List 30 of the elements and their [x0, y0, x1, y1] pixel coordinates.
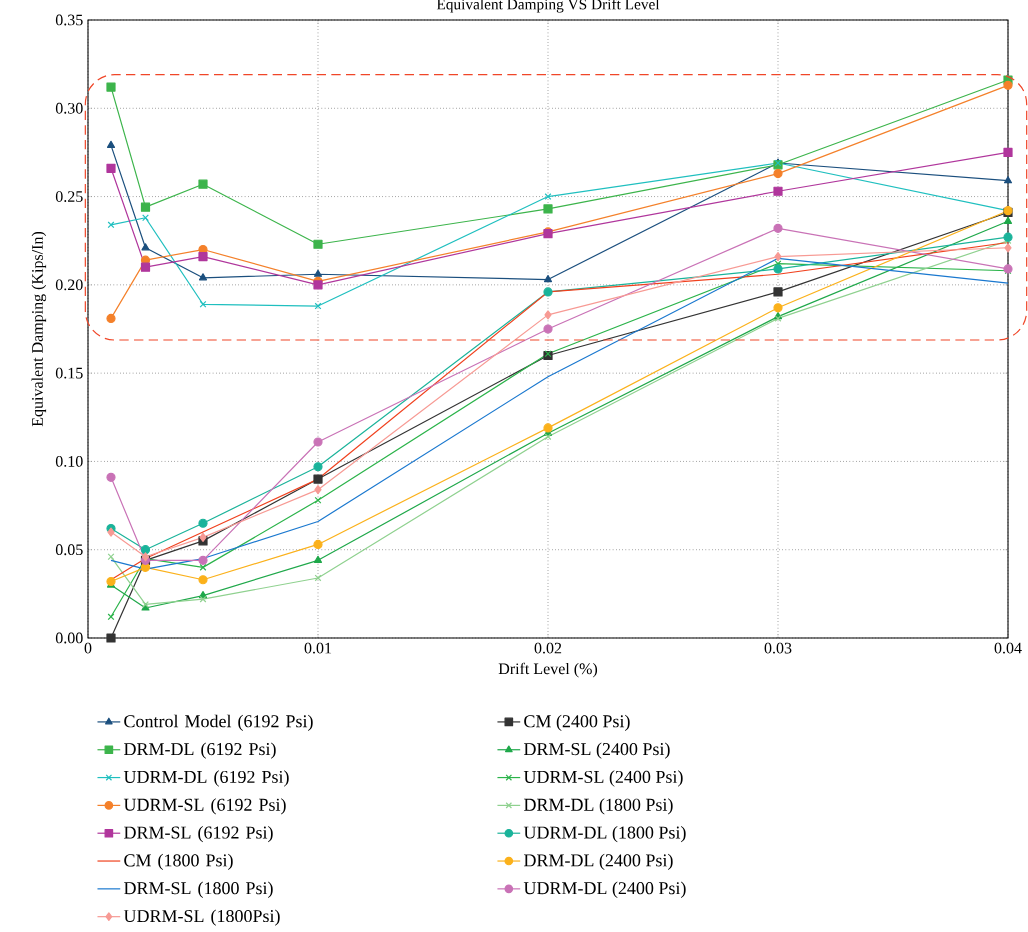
y-tick-label: 0.25 — [55, 191, 83, 203]
x-tick-label: 0 — [84, 642, 92, 654]
legend-label: UDRM-SL (1800Psi) — [123, 909, 280, 926]
legend-label: CM (1800 Psi) — [124, 853, 233, 871]
legend-label: UDRM-DL (6192 Psi) — [123, 770, 289, 787]
legend-label: CM (2400 Psi) — [524, 714, 630, 731]
y-tick-label: 0.10 — [55, 455, 83, 467]
legend-label: UDRM-DL (1800 Psi) — [523, 825, 686, 843]
legend-label: Control Model (6192 Psi) — [124, 714, 313, 731]
x-axis-title: Drift Level (%) — [498, 662, 598, 678]
legend-label: DRM-DL (6192 Psi) — [124, 742, 276, 759]
legend-label: UDRM-SL (2400 Psi) — [523, 770, 683, 787]
x-tick-label: 0.04 — [994, 642, 1022, 654]
y-tick-label: 0.20 — [55, 279, 83, 291]
y-tick-label: 0.15 — [55, 367, 83, 379]
y-tick-label: 0.35 — [55, 14, 83, 26]
y-tick-label: 0.05 — [55, 544, 83, 556]
legend-label: DRM-DL (2400 Psi) — [523, 853, 673, 871]
legend-label: DRM-DL (1800 Psi) — [523, 798, 673, 815]
legend-label: DRM-SL (2400 Psi) — [523, 742, 670, 759]
x-tick-label: 0.03 — [764, 642, 792, 654]
legend-label: DRM-SL (6192 Psi) — [124, 825, 273, 843]
x-tick-label: 0.01 — [304, 642, 332, 654]
y-axis-title: Equivalent Damping (Kips/In) — [31, 231, 47, 427]
legend-label: DRM-SL (1800 Psi) — [124, 881, 273, 898]
y-tick-label: 0.00 — [55, 632, 83, 644]
legend-label: UDRM-SL (6192 Psi) — [123, 798, 286, 815]
y-tick-label: 0.30 — [55, 102, 83, 114]
legend-label: UDRM-DL (2400 Psi) — [523, 881, 686, 898]
x-tick-label: 0.02 — [534, 642, 562, 654]
